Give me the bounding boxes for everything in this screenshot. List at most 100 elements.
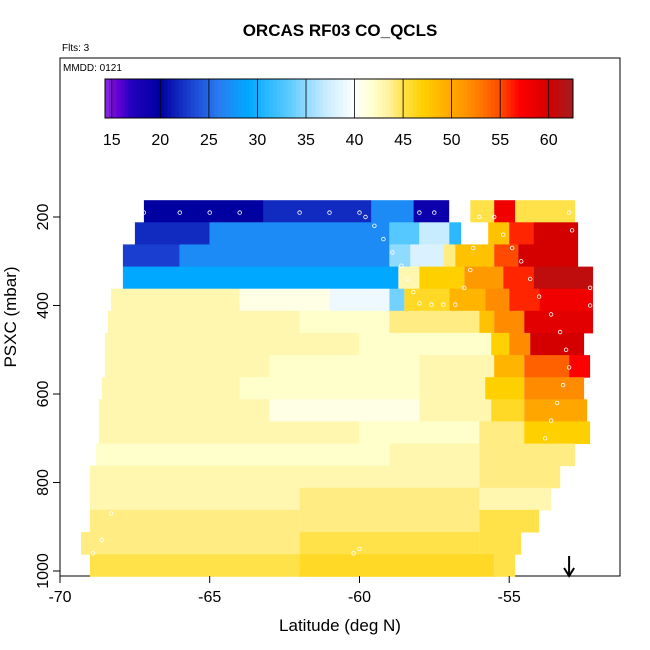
heatmap-cell (419, 355, 495, 378)
x-tick-label: -60 (348, 589, 371, 606)
heatmap-cell (101, 377, 240, 400)
heatmap-cell (479, 443, 576, 467)
colorbar-swatch (190, 79, 196, 118)
flight-track-point (99, 537, 105, 543)
colorbar-frame (104, 78, 574, 119)
colorbar-swatch (339, 79, 344, 118)
colorbar-swatch (463, 79, 469, 118)
colorbar-swatch (147, 79, 153, 118)
flight-track-point (399, 263, 404, 268)
flight-track-point (390, 250, 395, 255)
flight-track-point (297, 210, 302, 215)
heatmap-cell (530, 332, 585, 356)
heatmap-cell (419, 266, 465, 290)
colorbar-swatch (108, 79, 114, 118)
colorbar-swatch (159, 79, 164, 118)
colorbar-swatch (167, 79, 172, 118)
flight-track-point (111, 272, 117, 277)
heatmap-cell (389, 222, 420, 245)
colorbar-swatch (506, 79, 511, 118)
flight-track-point (432, 210, 437, 215)
flight-track-point (417, 210, 422, 215)
colorbar-swatch (440, 79, 445, 118)
heatmap-cell (419, 399, 492, 422)
colorbar-swatch (358, 79, 363, 118)
heatmap-cell (371, 200, 414, 223)
flight-track-point (548, 418, 554, 423)
heatmap-cell (389, 288, 405, 312)
colorbar-swatch (456, 79, 461, 118)
flight-track-point (587, 285, 593, 290)
heatmap-cell (479, 487, 552, 511)
y-tick-label: 400 (35, 292, 52, 319)
colorbar-swatch (124, 79, 129, 118)
colorbar-swatch (393, 79, 398, 118)
flight-track-point (492, 214, 497, 220)
flight-track-point (468, 267, 473, 273)
heatmap-cell (533, 222, 579, 245)
colorbar-swatch (241, 79, 246, 118)
colorbar-swatch (424, 79, 430, 118)
heatmap-cell (470, 200, 495, 223)
colorbar-swatch (428, 79, 433, 118)
heatmap-cell (134, 222, 210, 245)
heatmap-cell (329, 288, 390, 312)
y-axis-label: PSXC (mbar) (1, 266, 20, 367)
x-tick-label: -70 (48, 589, 71, 606)
heatmap-cell (389, 443, 480, 467)
colorbar-tick-label: 55 (491, 132, 509, 149)
colorbar-swatch (514, 79, 519, 118)
colorbar-swatch (370, 79, 375, 118)
colorbar-swatch (498, 79, 504, 118)
colorbar-swatch (397, 79, 402, 118)
heatmap-cell (413, 200, 450, 223)
colorbar-swatch (549, 79, 554, 118)
colorbar-swatch (366, 79, 371, 118)
flight-track-point (117, 250, 123, 255)
heatmap-cell (269, 355, 420, 378)
flight-track-point (474, 228, 479, 233)
colorbar-swatch (183, 79, 188, 118)
heatmap-cell (491, 332, 510, 356)
heatmap-cell (359, 332, 492, 356)
flight-track-point (381, 236, 386, 242)
flight-track-point (417, 301, 422, 306)
colorbar-swatch (331, 79, 336, 118)
colorbar-swatch (210, 79, 215, 118)
flight-track (90, 210, 593, 556)
heatmap-cell (524, 399, 588, 422)
chart-title: ORCAS RF03 CO_QCLS (243, 21, 438, 40)
heatmap-cell (569, 355, 591, 378)
heatmap-cell (239, 377, 420, 400)
flight-track-point (351, 551, 356, 556)
heatmap-cell (443, 244, 456, 267)
colorbar-swatch (409, 79, 414, 118)
flight-track-point (141, 210, 147, 215)
flights-annotation: Flts: 3 (62, 43, 90, 54)
flight-track-point (560, 382, 566, 388)
flight-track-point (177, 210, 182, 215)
heatmap-cell (81, 532, 300, 555)
heatmap-cell (110, 288, 240, 312)
colorbar-swatch (502, 79, 508, 118)
colorbar-swatch (417, 79, 422, 118)
flight-track-point (528, 276, 533, 282)
y-tick-label: 800 (35, 469, 52, 496)
heatmap-cell (524, 421, 591, 444)
colorbar-swatch (522, 79, 527, 118)
flight-track-point (108, 511, 114, 516)
heatmap-cell (89, 554, 300, 577)
heatmap-cell (479, 532, 522, 555)
heatmap-cell (104, 355, 270, 378)
colorbar-swatch (292, 79, 297, 118)
heatmap-cell (479, 465, 561, 489)
heatmap-cell (239, 288, 330, 312)
flight-track-point (566, 365, 572, 370)
flight-track-point (207, 210, 212, 215)
colorbar-tick-label: 15 (103, 132, 121, 149)
colorbar-swatch (112, 79, 118, 118)
heatmap-cell (524, 310, 594, 334)
date-annotation: MMDD: 0121 (63, 63, 122, 74)
colorbar-swatch (311, 79, 316, 118)
